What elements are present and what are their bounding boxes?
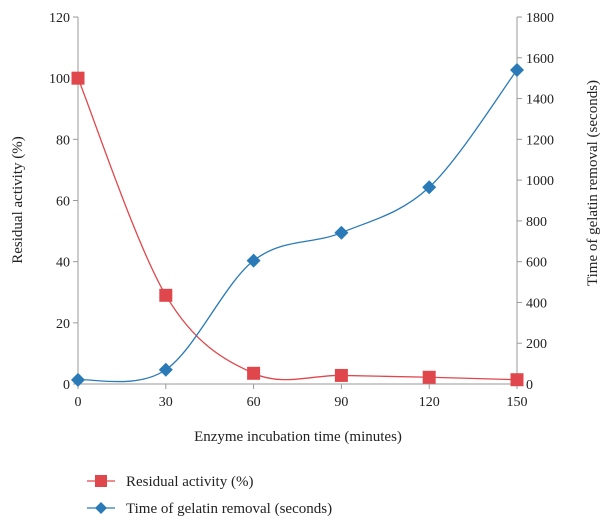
point-gelatin-removal-5 — [510, 63, 524, 78]
x-tick-label-3: 90 — [334, 395, 348, 410]
point-gelatin-removal-4 — [422, 180, 437, 195]
x-axis-title: Enzyme incubation time (minutes) — [194, 429, 402, 445]
plot-area: 0 30 60 90 120 150 0 20 40 60 80 100 120 0 200 400 600… — [49, 11, 554, 410]
left-y-axis-title: Residual activity (%) — [10, 136, 26, 263]
point-residual-activity-4 — [422, 370, 436, 384]
point-gelatin-removal-0 — [71, 372, 85, 387]
left-tick-label-4: 80 — [56, 133, 70, 148]
right-tick-label-3: 600 — [526, 256, 547, 271]
point-residual-activity-3 — [334, 368, 348, 382]
series-markers — [71, 63, 524, 387]
left-y-ticks: 0 20 40 60 80 100 120 — [49, 11, 78, 393]
x-ticks: 0 30 60 90 120 150 — [75, 384, 528, 410]
right-tick-label-2: 400 — [526, 296, 547, 311]
series-line-gelatin-removal — [77, 69, 518, 383]
right-tick-label-9: 1800 — [526, 11, 554, 26]
legend-label-residual-activity: Residual activity (%) — [126, 474, 253, 490]
right-tick-label-7: 1400 — [526, 93, 554, 108]
point-gelatin-removal-3 — [334, 225, 349, 240]
right-tick-label-0: 0 — [526, 378, 533, 393]
left-tick-label-2: 40 — [56, 256, 70, 271]
point-residual-activity-2 — [247, 366, 261, 380]
right-y-ticks: 0 200 400 600 800 1000 1200 1400 1600 1800 — [517, 11, 554, 393]
x-tick-label-5: 150 — [507, 395, 528, 410]
right-tick-label-8: 1600 — [526, 52, 554, 67]
legend: Residual activity (%) Time of gelatin re… — [87, 474, 332, 517]
legend-item-gelatin-removal: Time of gelatin removal (seconds) — [87, 501, 332, 517]
point-residual-activity-0 — [71, 71, 85, 85]
x-tick-label-4: 120 — [419, 395, 440, 410]
left-tick-label-0: 0 — [63, 378, 70, 393]
right-y-axis-title: Time of gelatin removal (seconds) — [585, 80, 601, 286]
legend-marker-residual-activity — [95, 475, 107, 487]
right-tick-label-6: 1200 — [526, 133, 554, 148]
x-tick-label-0: 0 — [75, 395, 82, 410]
point-gelatin-removal-2 — [246, 253, 261, 268]
legend-item-residual-activity: Residual activity (%) — [87, 474, 253, 490]
legend-label-gelatin-removal: Time of gelatin removal (seconds) — [126, 501, 332, 517]
legend-marker-gelatin-removal — [95, 502, 107, 514]
left-tick-label-3: 60 — [56, 195, 70, 210]
right-tick-label-1: 200 — [526, 337, 547, 352]
x-tick-label-1: 30 — [159, 395, 173, 410]
point-residual-activity-5 — [510, 373, 524, 387]
right-tick-label-5: 1000 — [526, 174, 554, 189]
x-tick-label-2: 60 — [247, 395, 261, 410]
left-tick-label-6: 120 — [49, 11, 70, 26]
right-tick-label-4: 800 — [526, 215, 547, 230]
point-residual-activity-1 — [159, 288, 173, 302]
series-line-residual-activity — [77, 77, 518, 381]
left-tick-label-1: 20 — [56, 317, 70, 332]
series-lines — [77, 69, 518, 383]
left-tick-label-5: 100 — [49, 72, 70, 87]
point-gelatin-removal-1 — [158, 362, 173, 377]
